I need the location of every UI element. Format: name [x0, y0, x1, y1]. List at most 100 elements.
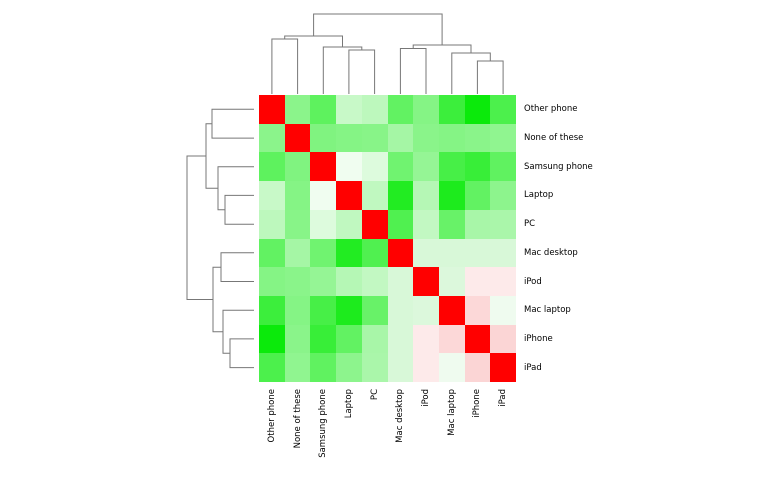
heatmap-cell-4-1 [284, 209, 311, 239]
col-dendrogram-link-1 [322, 46, 363, 94]
heatmap-cell-3-9 [490, 181, 516, 210]
heatmap-cell-1-1 [284, 123, 311, 153]
heatmap-cell-8-6 [413, 324, 439, 354]
heatmap-cell-9-1 [284, 353, 311, 382]
row-label-7: Mac laptop [524, 305, 571, 316]
heatmap-cell-1-2 [310, 123, 337, 153]
row-dendrogram-link-6 [220, 252, 254, 282]
heatmap-cell-0-7 [438, 95, 465, 124]
heatmap-cell-7-5 [387, 295, 414, 325]
heatmap-cell-3-3 [336, 181, 362, 210]
heatmap-cell-8-9 [490, 324, 516, 354]
row-label-3: Laptop [524, 190, 554, 201]
heatmap-cell-4-4 [361, 209, 388, 239]
heatmap-cell-0-9 [490, 95, 516, 124]
heatmap-cell-7-3 [336, 295, 362, 325]
row-label-1: None of these [524, 133, 584, 144]
heatmap-cell-3-2 [310, 181, 337, 210]
heatmap-cell-5-7 [438, 238, 465, 268]
heatmap-cell-6-1 [284, 267, 311, 296]
heatmap-cell-2-2 [310, 152, 337, 182]
heatmap-cell-8-5 [387, 324, 414, 354]
heatmap-matrix [259, 95, 516, 382]
heatmap-cell-9-6 [413, 353, 439, 382]
col-dendrogram-link-0 [348, 49, 376, 94]
heatmap-cell-4-6 [413, 209, 439, 239]
col-dendrogram-link-3 [284, 35, 343, 47]
heatmap-cell-6-6 [413, 267, 439, 296]
heatmap-cell-1-5 [387, 123, 414, 153]
heatmap-cell-1-3 [336, 123, 362, 153]
heatmap-cell-6-9 [490, 267, 516, 296]
col-dendrogram-link-6 [399, 48, 427, 94]
heatmap-cell-4-7 [438, 209, 465, 239]
row-dendrogram-link-8 [186, 155, 213, 300]
col-label-8: iPhone [472, 389, 483, 418]
heatmap-cell-8-3 [336, 324, 362, 354]
heatmap-cell-3-7 [438, 181, 465, 210]
heatmap-cell-7-0 [259, 295, 285, 325]
row-label-8: iPhone [524, 333, 553, 344]
col-label-7: Mac laptop [446, 389, 457, 436]
row-label-5: Mac desktop [524, 247, 578, 258]
heatmap-cell-3-1 [284, 181, 311, 210]
heatmap-cell-8-1 [284, 324, 311, 354]
heatmap-cell-0-1 [284, 95, 311, 124]
heatmap-cell-3-8 [464, 181, 491, 210]
heatmap-cell-5-0 [259, 238, 285, 268]
heatmap-cell-6-8 [464, 267, 491, 296]
heatmap-cell-9-2 [310, 353, 337, 382]
heatmap-cell-8-2 [310, 324, 337, 354]
heatmap-cell-2-3 [336, 152, 362, 182]
heatmap-cell-7-7 [438, 295, 465, 325]
heatmap-cell-9-8 [464, 353, 491, 382]
col-label-0: Other phone [266, 389, 277, 443]
heatmap-cell-2-8 [464, 152, 491, 182]
heatmap-cell-1-0 [259, 123, 285, 153]
row-label-0: Other phone [524, 104, 578, 115]
heatmap-cell-7-2 [310, 295, 337, 325]
heatmap-cell-4-2 [310, 209, 337, 239]
heatmap-cell-5-6 [413, 238, 439, 268]
heatmap-cell-8-4 [361, 324, 388, 354]
col-label-1: None of these [292, 389, 303, 449]
col-label-4: PC [369, 389, 380, 401]
row-label-9: iPad [524, 362, 542, 373]
heatmap-cell-5-2 [310, 238, 337, 268]
heatmap-cell-0-5 [387, 95, 414, 124]
heatmap-cell-3-0 [259, 181, 285, 210]
heatmap-cell-6-3 [336, 267, 362, 296]
heatmap-cell-3-5 [387, 181, 414, 210]
heatmap-cell-0-4 [361, 95, 388, 124]
col-dendrogram-link-5 [451, 52, 491, 94]
heatmap-cell-2-9 [490, 152, 516, 182]
heatmap-cell-2-7 [438, 152, 465, 182]
heatmap-cell-6-7 [438, 267, 465, 296]
heatmap-cell-5-4 [361, 238, 388, 268]
heatmap-cell-1-7 [438, 123, 465, 153]
row-label-2: Samsung phone [524, 161, 593, 172]
heatmap-cell-7-6 [413, 295, 439, 325]
row-dendrogram-link-0 [224, 194, 254, 225]
heatmap-cell-9-0 [259, 353, 285, 382]
heatmap-cell-8-7 [438, 324, 465, 354]
heatmap-cell-1-9 [490, 123, 516, 153]
heatmap-cell-0-2 [310, 95, 337, 124]
heatmap-cell-7-4 [361, 295, 388, 325]
row-dendrogram-link-1 [217, 166, 254, 211]
heatmap-cell-9-5 [387, 353, 414, 382]
heatmap-cell-9-7 [438, 353, 465, 382]
heatmap-cell-9-3 [336, 353, 362, 382]
heatmap-cell-1-6 [413, 123, 439, 153]
heatmap-cell-6-5 [387, 267, 414, 296]
heatmap-cell-8-0 [259, 324, 285, 354]
col-dendrogram-link-8 [313, 13, 443, 45]
col-label-6: iPod [421, 389, 432, 407]
heatmap-cell-4-0 [259, 209, 285, 239]
row-dendrogram-link-4 [229, 338, 254, 369]
heatmap-cell-2-5 [387, 152, 414, 182]
heatmap-cell-0-0 [259, 95, 285, 124]
row-label-6: iPod [524, 276, 542, 287]
